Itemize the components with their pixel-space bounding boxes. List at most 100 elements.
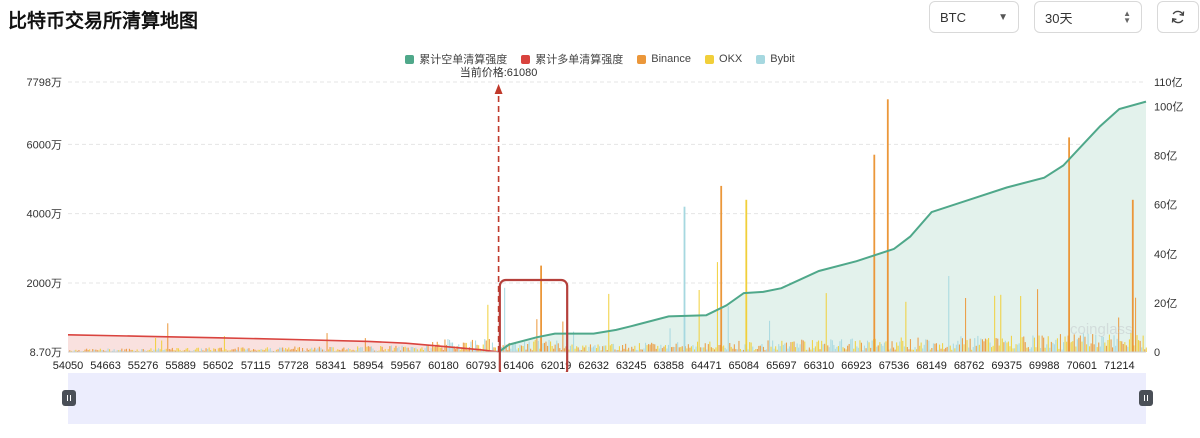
refresh-button[interactable] bbox=[1157, 1, 1199, 33]
liquidation-bar-peak bbox=[886, 99, 889, 352]
liquidation-bar bbox=[104, 350, 106, 352]
liquidation-bar bbox=[669, 328, 671, 352]
liquidation-bar bbox=[565, 346, 567, 352]
liquidation-bar bbox=[818, 340, 820, 352]
liquidation-bar bbox=[248, 348, 250, 352]
liquidation-bar bbox=[1087, 333, 1089, 352]
range-slider[interactable] bbox=[68, 373, 1146, 424]
liquidation-bar bbox=[554, 344, 556, 352]
liquidation-bar bbox=[732, 348, 734, 352]
liquidation-bar bbox=[992, 345, 994, 352]
x-tick-label: 67536 bbox=[879, 360, 910, 372]
liquidation-bar bbox=[1041, 335, 1043, 352]
liquidation-bar bbox=[629, 350, 631, 352]
liquidation-bar bbox=[504, 287, 506, 352]
legend-item-bybit[interactable]: Bybit bbox=[756, 51, 795, 67]
liquidation-bar bbox=[975, 345, 977, 352]
liquidation-bar bbox=[1061, 349, 1063, 352]
liquidation-bar bbox=[321, 349, 323, 352]
liquidation-bar bbox=[782, 344, 784, 352]
legend-item-okx[interactable]: OKX bbox=[705, 51, 742, 67]
liquidation-bar bbox=[196, 347, 198, 352]
liquidation-bar bbox=[1004, 340, 1006, 352]
liquidation-bar bbox=[150, 348, 152, 352]
y-right-tick-label: 110亿 bbox=[1154, 76, 1183, 89]
liquidation-bar bbox=[735, 349, 737, 352]
liquidation-bar bbox=[690, 346, 692, 352]
liquidation-bar bbox=[392, 350, 394, 352]
liquidation-bar-peak bbox=[720, 185, 723, 352]
liquidation-bar bbox=[372, 348, 374, 352]
x-tick-label: 61406 bbox=[503, 360, 534, 372]
liquidation-bar bbox=[471, 339, 473, 352]
liquidation-bar bbox=[384, 348, 386, 352]
liquidation-bar bbox=[162, 350, 164, 352]
liquidation-bar bbox=[467, 349, 469, 352]
liquidation-bar bbox=[121, 348, 123, 352]
liquidation-bar bbox=[1017, 344, 1019, 352]
liquidation-bar bbox=[1116, 338, 1118, 352]
liquidation-bar bbox=[240, 347, 242, 352]
liquidation-bar bbox=[922, 348, 924, 352]
liquidation-bar bbox=[279, 347, 281, 352]
liquidation-bar bbox=[877, 345, 879, 352]
liquidation-bar bbox=[1033, 337, 1035, 352]
liquidation-bar bbox=[482, 344, 484, 352]
liquidation-bar bbox=[974, 338, 976, 352]
coin-select[interactable]: BTC ▼ bbox=[929, 1, 1019, 33]
liquidation-bar bbox=[464, 342, 466, 352]
liquidation-bar bbox=[528, 341, 530, 352]
liquidation-bar bbox=[764, 350, 766, 352]
liquidation-bar bbox=[424, 348, 426, 352]
liquidation-bar bbox=[303, 350, 305, 352]
legend-item-binance[interactable]: Binance bbox=[637, 51, 691, 67]
liquidation-bar bbox=[461, 347, 463, 352]
liquidation-bar bbox=[315, 349, 317, 352]
liquidation-bar bbox=[635, 349, 637, 352]
liquidation-bar bbox=[591, 347, 593, 352]
period-select[interactable]: 30天 ▲ ▼ bbox=[1034, 1, 1142, 33]
liquidation-bar bbox=[1079, 335, 1081, 352]
liquidation-bar bbox=[1135, 297, 1137, 352]
liquidation-bar bbox=[268, 349, 270, 352]
liquidation-bar bbox=[75, 349, 77, 352]
liquidation-bar bbox=[288, 347, 290, 352]
liquidation-bar bbox=[932, 343, 934, 352]
liquidation-bar bbox=[1010, 335, 1012, 352]
liquidation-bar bbox=[831, 340, 833, 352]
liquidation-bar bbox=[655, 348, 657, 352]
liquidation-bar bbox=[487, 304, 489, 352]
x-tick-label: 71214 bbox=[1104, 360, 1135, 372]
liquidation-bar bbox=[256, 350, 258, 352]
slider-left-handle[interactable] bbox=[62, 390, 76, 406]
liquidation-bar bbox=[701, 347, 703, 352]
x-tick-label: 62019 bbox=[541, 360, 572, 372]
liquidation-bar bbox=[695, 346, 697, 352]
liquidation-bar bbox=[602, 346, 604, 352]
legend-item-short-cumulative[interactable]: 累计空单清算强度 bbox=[405, 51, 507, 67]
liquidation-bar bbox=[531, 350, 533, 352]
liquidation-bar bbox=[678, 347, 680, 352]
liquidation-bar bbox=[830, 339, 832, 352]
liquidation-bar bbox=[807, 349, 809, 352]
legend-item-long-cumulative[interactable]: 累计多单清算强度 bbox=[521, 51, 623, 67]
liquidation-bar bbox=[626, 349, 628, 352]
liquidation-bar bbox=[430, 348, 432, 352]
liquidation-bar bbox=[1056, 338, 1058, 352]
liquidation-bar bbox=[124, 349, 126, 352]
liquidation-bar bbox=[1038, 335, 1040, 352]
legend-label: Bybit bbox=[770, 53, 795, 65]
liquidation-bar bbox=[781, 340, 783, 352]
liquidation-bar bbox=[579, 349, 581, 352]
liquidation-bar bbox=[251, 350, 253, 352]
liquidation-bar bbox=[1119, 341, 1121, 352]
liquidation-bar bbox=[419, 348, 421, 352]
slider-right-handle[interactable] bbox=[1139, 390, 1153, 406]
liquidation-bar bbox=[837, 346, 839, 352]
liquidation-bar bbox=[343, 347, 345, 352]
liquidation-bar bbox=[799, 344, 801, 352]
liquidation-bar bbox=[675, 343, 677, 352]
liquidation-bar bbox=[335, 350, 337, 352]
liquidation-bar bbox=[426, 345, 428, 352]
liquidation-bar bbox=[174, 350, 176, 352]
